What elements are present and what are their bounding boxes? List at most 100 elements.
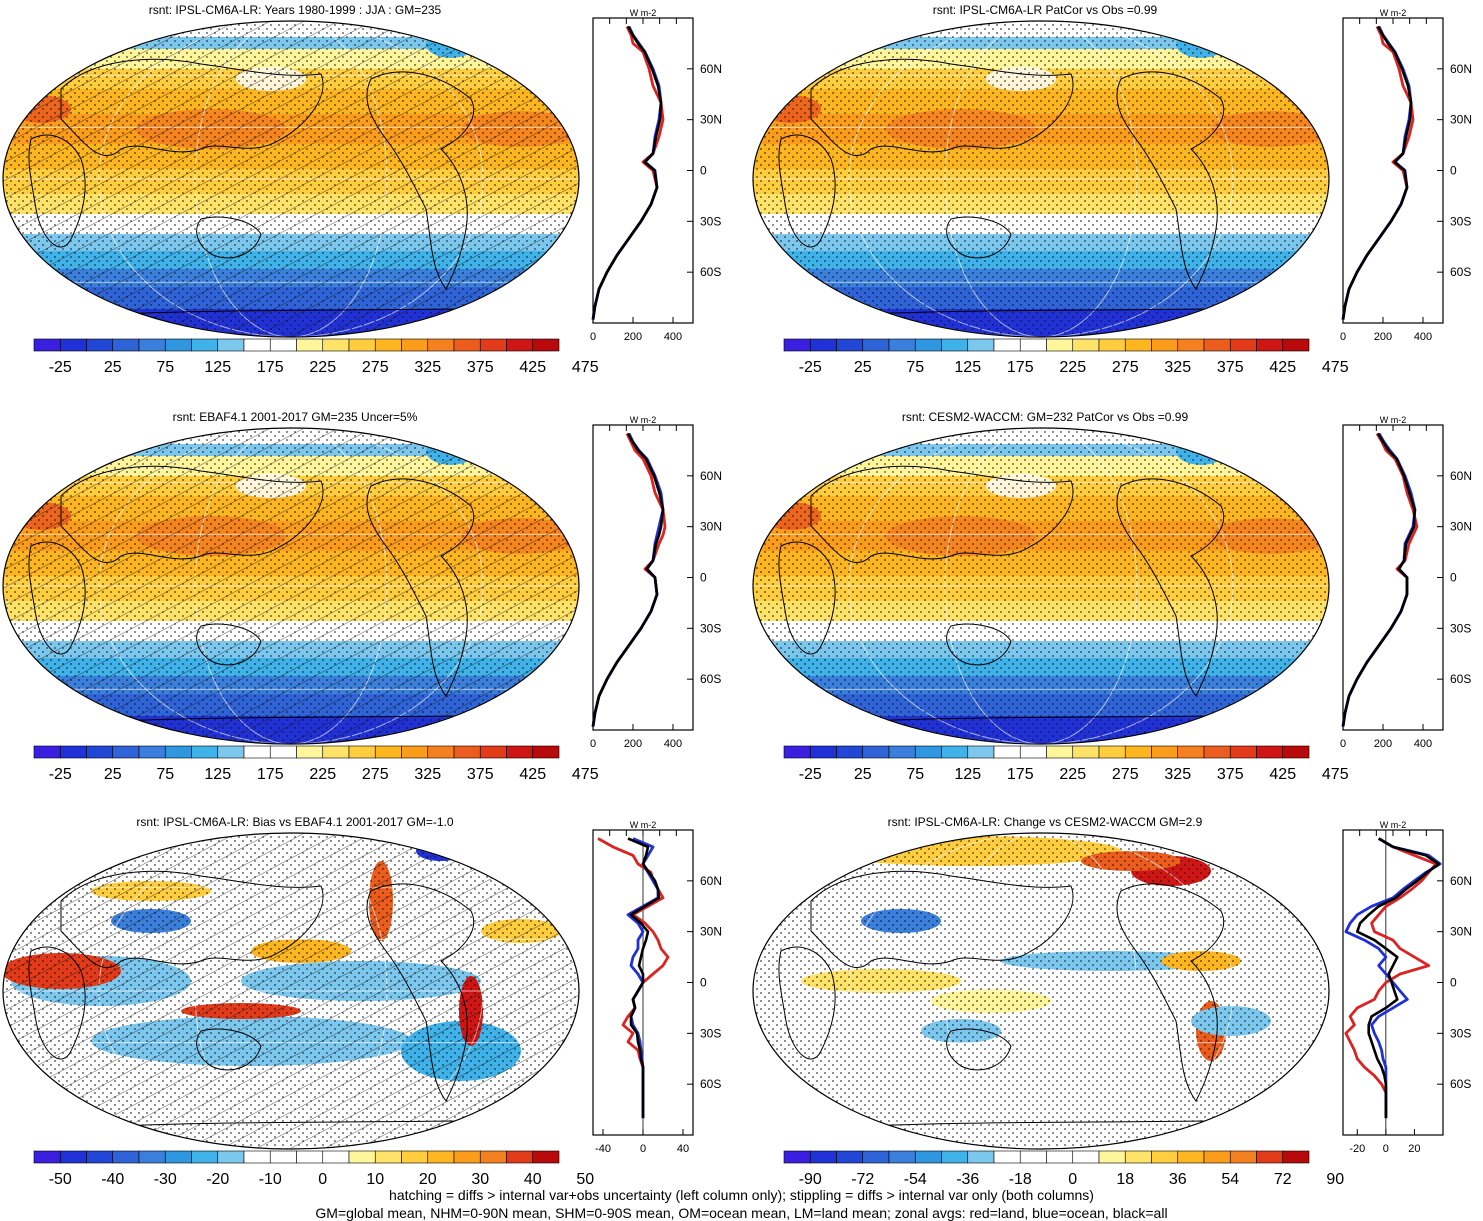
colorbar-swatch: [862, 1150, 890, 1164]
colorbar-swatch: [59, 1150, 87, 1164]
colorbar-swatch: [138, 745, 166, 759]
colorbar-swatch: [888, 745, 916, 759]
colorbar-swatch: [1177, 338, 1205, 352]
zonal-plot-cesm: W m-2 60N 30N 0 30S 60S 0 200 400: [1340, 415, 1472, 750]
colorbar-label: 18: [1116, 1171, 1134, 1188]
colorbar-patcor: -25 25 75 125 175 225 275 325 375 425 475: [783, 338, 1349, 376]
colorbar-label: -54: [904, 1171, 927, 1188]
colorbar-swatch: [164, 338, 192, 352]
colorbar-label: 275: [362, 766, 389, 783]
map-change: [752, 832, 1330, 1150]
colorbar-label: -36: [956, 1171, 979, 1188]
zonal-plot-change: W m-2 60N 30N 0 30S 60S -20 0 20: [1342, 820, 1472, 1155]
colorbar-label: 275: [1112, 359, 1139, 376]
zonal-series-blue: [1344, 837, 1442, 1119]
colorbar-label: 20: [419, 1171, 437, 1188]
colorbar-swatch: [967, 745, 995, 759]
zonal-x-tick: 0: [590, 738, 596, 750]
colorbar-swatch: [1177, 1150, 1205, 1164]
panel-title: rsnt: IPSL-CM6A-LR: Change vs CESM2-WACC…: [887, 815, 1203, 829]
colorbar-label: 30: [471, 1171, 489, 1188]
colorbar-label: -20: [206, 1171, 229, 1188]
colorbar-label: 40: [524, 1171, 542, 1188]
colorbar-swatch: [86, 338, 114, 352]
colorbar-label: 10: [366, 1171, 384, 1188]
zonal-series-black: [627, 837, 661, 1119]
zonal-lat-label: 60S: [700, 1077, 721, 1091]
colorbar-label: 75: [906, 359, 924, 376]
colorbar-label: 475: [572, 766, 599, 783]
colorbar-swatch: [1282, 338, 1310, 352]
colorbar-swatch: [941, 745, 969, 759]
colorbar-label: 54: [1221, 1171, 1239, 1188]
colorbar-swatch: [296, 1150, 324, 1164]
colorbar-label: -72: [851, 1171, 874, 1188]
colorbar-swatch: [1124, 745, 1152, 759]
colorbar-label: 36: [1169, 1171, 1187, 1188]
colorbar-swatch: [532, 338, 560, 352]
zonal-lat-label: 0: [1450, 976, 1457, 990]
colorbar-swatch: [1046, 1150, 1074, 1164]
colorbar-swatch: [112, 745, 140, 759]
zonal-plot-bias: W m-2 60N 30N 0 30S 60S -40 0 40: [592, 820, 722, 1155]
zonal-series-black: [591, 25, 663, 320]
colorbar-swatch: [1177, 745, 1205, 759]
colorbar-swatch: [532, 745, 560, 759]
colorbar-swatch: [401, 338, 429, 352]
zonal-lat-label: 60N: [1450, 62, 1472, 76]
colorbar-label: 475: [1322, 359, 1349, 376]
panel-patcor: rsnt: IPSL-CM6A-LR PatCor vs Obs =0.99 -2…: [750, 0, 1483, 400]
colorbar-label: -25: [799, 359, 822, 376]
colorbar-label: 225: [1059, 766, 1086, 783]
colorbar-swatch: [809, 338, 837, 352]
colorbar-swatch: [1098, 1150, 1126, 1164]
zonal-x-tick: 400: [1414, 738, 1432, 750]
colorbar-swatch: [1098, 338, 1126, 352]
colorbar-label: 375: [1217, 359, 1244, 376]
colorbar-swatch: [888, 338, 916, 352]
colorbar-bias: -50 -40 -30 -20 -10 0 10 20 30 40 50: [33, 1150, 594, 1188]
colorbar-swatch: [1151, 338, 1179, 352]
zonal-x-tick: 0: [1340, 331, 1346, 343]
zonal-x-tick: -40: [595, 1143, 611, 1155]
colorbar-swatch: [191, 338, 219, 352]
colorbar-swatch: [941, 1150, 969, 1164]
colorbar-swatch: [138, 338, 166, 352]
colorbar-label: 175: [1007, 359, 1034, 376]
colorbar-swatch: [453, 338, 481, 352]
colorbar-swatch: [112, 338, 140, 352]
colorbar-swatch: [348, 338, 376, 352]
zonal-series-black: [1341, 432, 1416, 727]
zonal-lat-label: 0: [1450, 164, 1457, 178]
colorbar-label: 325: [1164, 359, 1191, 376]
panel-title: rsnt: CESM2-WACCM: GM=232 PatCor vs Obs …: [901, 410, 1189, 424]
map-cesm: [752, 427, 1330, 745]
colorbar-label: -25: [799, 766, 822, 783]
colorbar-label: 425: [1269, 359, 1296, 376]
colorbar-label: 0: [1068, 1171, 1077, 1188]
zonal-units: W m-2: [1380, 820, 1407, 830]
colorbar-swatch: [1256, 1150, 1284, 1164]
colorbar-swatch: [296, 338, 324, 352]
colorbar-swatch: [348, 1150, 376, 1164]
zonal-x-tick: 0: [590, 331, 596, 343]
zonal-x-tick: 0: [1383, 1143, 1389, 1155]
zonal-lat-label: 0: [700, 976, 707, 990]
colorbar-swatch: [86, 745, 114, 759]
colorbar-swatch: [427, 745, 455, 759]
colorbar-swatch: [479, 338, 507, 352]
colorbar-swatch: [479, 745, 507, 759]
zonal-x-tick: 400: [664, 331, 682, 343]
colorbar-swatch: [967, 1150, 995, 1164]
colorbar-swatch: [191, 1150, 219, 1164]
zonal-x-tick: 400: [1414, 331, 1432, 343]
colorbar-swatch: [112, 1150, 140, 1164]
colorbar-swatch: [1203, 745, 1231, 759]
colorbar-swatch: [269, 338, 297, 352]
zonal-x-tick: 0: [640, 1143, 646, 1155]
zonal-units: W m-2: [630, 415, 657, 425]
colorbar-label: 75: [156, 359, 174, 376]
colorbar-label: 75: [906, 766, 924, 783]
colorbar-swatch: [296, 745, 324, 759]
panel-title: rsnt: IPSL-CM6A-LR: Bias vs EBAF4.1 2001…: [136, 815, 454, 829]
